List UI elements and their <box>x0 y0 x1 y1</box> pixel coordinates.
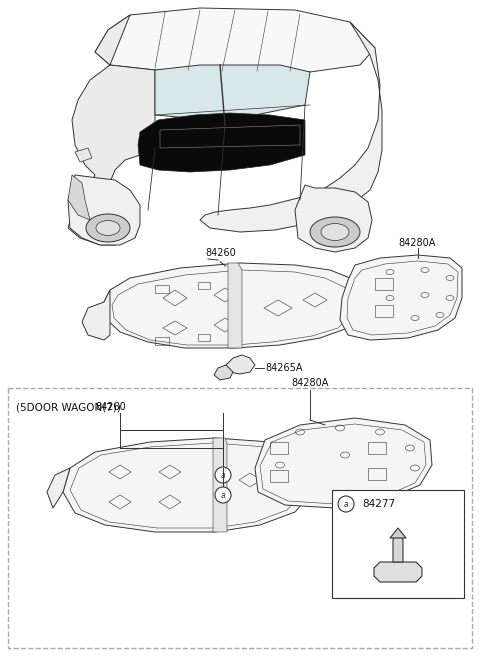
Polygon shape <box>200 22 382 232</box>
Polygon shape <box>295 185 372 252</box>
Text: 84277: 84277 <box>362 499 395 509</box>
Polygon shape <box>228 263 242 348</box>
Bar <box>368 468 386 480</box>
Polygon shape <box>255 418 432 508</box>
Polygon shape <box>390 528 406 538</box>
Bar <box>270 442 288 454</box>
Text: 84280A: 84280A <box>291 378 329 388</box>
Text: 84265A: 84265A <box>265 363 302 373</box>
Text: a: a <box>221 491 225 500</box>
Ellipse shape <box>86 214 130 242</box>
Polygon shape <box>68 175 140 245</box>
Text: 84260: 84260 <box>95 402 126 412</box>
Circle shape <box>215 467 231 483</box>
Text: a: a <box>221 471 225 480</box>
Bar <box>332 490 464 598</box>
Ellipse shape <box>310 217 360 247</box>
Bar <box>198 334 210 341</box>
Polygon shape <box>340 255 462 340</box>
Bar <box>270 470 288 482</box>
Bar <box>375 305 393 317</box>
Polygon shape <box>63 438 313 532</box>
Bar <box>8 388 472 648</box>
Polygon shape <box>68 175 90 220</box>
Polygon shape <box>214 365 233 380</box>
Bar <box>368 442 386 454</box>
Polygon shape <box>138 113 305 172</box>
Ellipse shape <box>321 224 349 241</box>
Text: (5DOOR WAGON(7)): (5DOOR WAGON(7)) <box>16 402 121 412</box>
Text: 84280A: 84280A <box>398 238 435 248</box>
Text: 84260: 84260 <box>205 248 236 258</box>
Polygon shape <box>95 8 375 72</box>
Polygon shape <box>393 533 403 562</box>
Circle shape <box>215 487 231 503</box>
Polygon shape <box>68 15 155 245</box>
Bar <box>155 285 169 293</box>
Polygon shape <box>47 468 70 508</box>
Polygon shape <box>75 148 92 162</box>
Polygon shape <box>104 263 360 348</box>
Polygon shape <box>226 355 255 374</box>
Polygon shape <box>155 65 310 118</box>
Text: a: a <box>344 500 348 509</box>
Polygon shape <box>213 438 227 532</box>
Circle shape <box>338 496 354 512</box>
Bar <box>155 337 169 345</box>
Polygon shape <box>82 290 110 340</box>
Polygon shape <box>374 562 422 582</box>
Bar <box>375 278 393 290</box>
Ellipse shape <box>96 220 120 236</box>
Bar <box>198 282 210 289</box>
